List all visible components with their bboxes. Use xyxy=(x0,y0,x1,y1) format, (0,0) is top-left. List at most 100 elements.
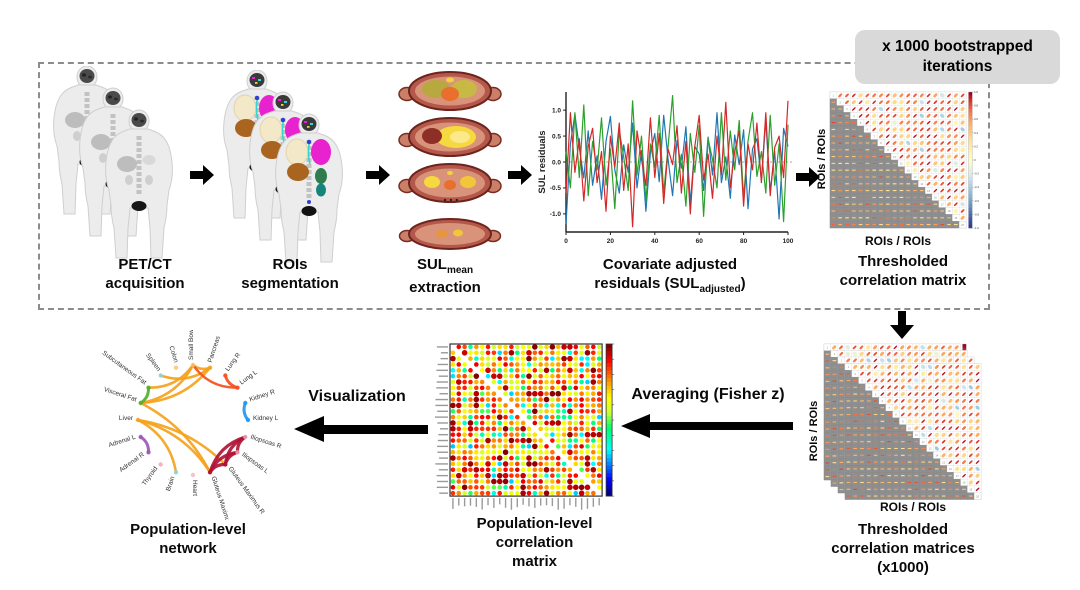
caption-thresholded: Thresholded correlation matrix xyxy=(808,252,998,290)
svg-text:0.0: 0.0 xyxy=(552,159,561,166)
caption-line: residuals (SULadjusted) xyxy=(594,275,746,296)
caption-line: Population-level xyxy=(130,521,246,538)
svg-text:17: 17 xyxy=(941,202,944,206)
svg-text:0: 0 xyxy=(974,158,976,162)
svg-text:9: 9 xyxy=(902,420,904,424)
svg-text:20: 20 xyxy=(607,238,615,245)
svg-text:60: 60 xyxy=(696,238,704,245)
svg-text:12: 12 xyxy=(907,168,910,172)
caption-line: correlation matrices xyxy=(831,540,975,558)
svg-text:100: 100 xyxy=(783,238,794,245)
caption-rois: ROIs segmentation xyxy=(220,255,360,293)
svg-text:20: 20 xyxy=(976,494,979,498)
flow-arrow-right-1 xyxy=(190,165,214,185)
flow-arrow-down xyxy=(890,311,914,339)
caption-line: network xyxy=(159,540,217,558)
caption-petct: PET/CT acquisition xyxy=(75,255,215,293)
caption-line: Covariate adjusted xyxy=(602,256,738,273)
caption-line: PET/CT xyxy=(118,256,172,273)
svg-text:3: 3 xyxy=(861,379,863,383)
svg-text:0.6: 0.6 xyxy=(974,117,978,121)
svg-text:1: 1 xyxy=(834,352,836,356)
svg-text:15: 15 xyxy=(942,460,945,464)
svg-text:12: 12 xyxy=(922,440,925,444)
svg-text:1: 1 xyxy=(833,94,835,98)
svg-text:6: 6 xyxy=(882,399,884,403)
svg-text:18: 18 xyxy=(963,481,966,485)
caption-line: acquisition xyxy=(105,275,185,293)
svg-text:SUL residuals: SUL residuals xyxy=(537,130,548,193)
caption-line: segmentation xyxy=(241,275,339,293)
thresholded-matrix-chart: 12345678910111213141516171819201.00.80.6… xyxy=(829,90,979,230)
caption-line: extraction xyxy=(409,278,481,296)
svg-text:5: 5 xyxy=(860,121,862,125)
svg-text:14: 14 xyxy=(935,454,938,458)
caption-line: (x1000) xyxy=(877,559,929,577)
caption-line: ROIs xyxy=(272,256,308,273)
svg-text:80: 80 xyxy=(740,238,748,245)
matrix-xlabel: ROIs / ROIs xyxy=(864,234,932,248)
flow-arrow-right-2 xyxy=(366,165,390,185)
caption-pop-network: Population-level network xyxy=(103,520,273,558)
svg-text:0.8: 0.8 xyxy=(974,104,978,108)
caption-line: Thresholded xyxy=(857,253,948,270)
svg-text:-0.4: -0.4 xyxy=(974,185,979,189)
svg-text:13: 13 xyxy=(929,447,932,451)
caption-covariate: Covariate adjusted residuals (SULadjuste… xyxy=(555,255,785,297)
svg-text:0: 0 xyxy=(564,238,568,245)
svg-text:1.0: 1.0 xyxy=(552,107,561,114)
svg-text:19: 19 xyxy=(954,216,957,220)
svg-text:16: 16 xyxy=(949,467,952,471)
svg-text:40: 40 xyxy=(651,238,659,245)
svg-text:1.0: 1.0 xyxy=(974,90,978,94)
averaging-label: Averaging (Fisher z) xyxy=(631,386,785,403)
slices-ellipsis: ... xyxy=(443,188,461,204)
svg-text:-0.5: -0.5 xyxy=(550,185,562,192)
stack-xlabel: ROIs / ROIs xyxy=(879,500,947,514)
svg-text:8: 8 xyxy=(880,141,882,145)
svg-text:-0.2: -0.2 xyxy=(974,172,979,176)
svg-text:7: 7 xyxy=(888,406,890,410)
flow-arrow-right-4 xyxy=(796,167,820,187)
svg-text:-0.6: -0.6 xyxy=(974,199,979,203)
svg-text:20: 20 xyxy=(961,223,964,227)
ct-slices-illustration xyxy=(398,71,502,250)
rois-bodies-illustration xyxy=(222,70,344,263)
averaging-arrow-left xyxy=(621,414,793,438)
svg-text:17: 17 xyxy=(956,474,959,478)
svg-text:3: 3 xyxy=(846,107,848,111)
svg-text:-1.0: -1.0 xyxy=(550,211,562,218)
svg-text:0.5: 0.5 xyxy=(552,133,561,140)
svg-text:0.2: 0.2 xyxy=(974,144,978,148)
bootstrap-dashed-box xyxy=(38,62,990,310)
svg-text:-1.0: -1.0 xyxy=(974,226,979,230)
caption-pop-matrix: Population-level correlation matrix xyxy=(452,514,617,572)
caption-line: SULmean xyxy=(416,256,474,276)
caption-line: correlation matrix xyxy=(839,272,967,290)
svg-text:10: 10 xyxy=(908,426,911,430)
svg-text:6: 6 xyxy=(867,128,869,132)
svg-text:-0.8: -0.8 xyxy=(974,212,979,216)
svg-text:15: 15 xyxy=(927,189,930,193)
caption-line: matrix xyxy=(511,553,558,571)
caption-line: Population-level xyxy=(476,515,593,532)
svg-text:5: 5 xyxy=(875,392,877,396)
caption-stack: Thresholded correlation matrices (x1000) xyxy=(803,520,1003,578)
svg-text:13: 13 xyxy=(914,175,917,179)
svg-text:11: 11 xyxy=(915,433,918,437)
flow-arrow-right-3 xyxy=(508,165,532,185)
svg-text:14: 14 xyxy=(920,182,923,186)
matrix-stack-chart: 1234567891011121314151617181920123456789… xyxy=(823,343,982,500)
svg-text:2: 2 xyxy=(839,100,841,104)
svg-text:19: 19 xyxy=(969,488,972,492)
caption-line: Thresholded xyxy=(857,521,948,538)
svg-text:10: 10 xyxy=(893,155,896,159)
caption-line: correlation xyxy=(495,534,574,552)
svg-text:1: 1 xyxy=(848,365,850,369)
visualization-arrow-left xyxy=(294,416,428,442)
bootstrap-badge: x 1000 bootstrapped iterations xyxy=(855,30,1060,85)
svg-text:8: 8 xyxy=(895,413,897,417)
svg-text:1: 1 xyxy=(827,346,829,350)
